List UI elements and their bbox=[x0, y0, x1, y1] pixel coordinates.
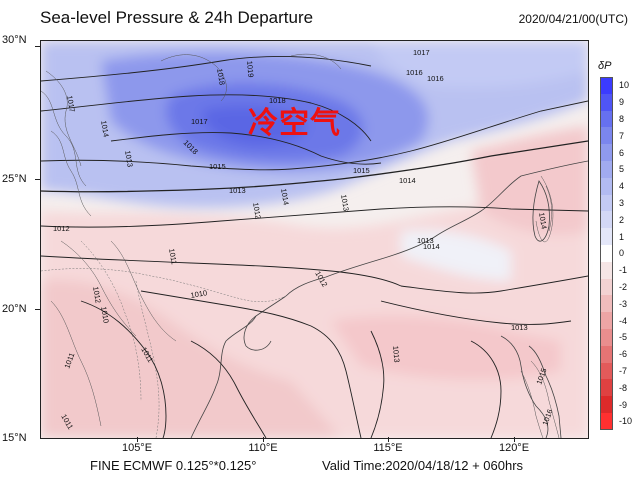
lon-tick bbox=[388, 437, 389, 442]
colorbar bbox=[600, 77, 613, 430]
cold-air-annotation: 冷空气 bbox=[248, 107, 341, 140]
isobar-label: 1016 bbox=[406, 68, 423, 77]
isobar-label: 1010 bbox=[99, 306, 111, 324]
analysis-datetime: 2020/04/21/00(UTC) bbox=[518, 12, 628, 26]
isobar-label: 1012 bbox=[251, 202, 263, 220]
isobar-label: 1013 bbox=[391, 345, 401, 362]
colorbar-label: -5 bbox=[619, 332, 628, 343]
isobar-label: 1017 bbox=[413, 48, 430, 57]
colorbar-swatch bbox=[600, 261, 613, 279]
colorbar-swatch bbox=[600, 144, 613, 161]
isobar-label: 1015 bbox=[209, 162, 226, 171]
colorbar-label: 9 bbox=[619, 97, 625, 108]
isobar-label: 1014 bbox=[99, 120, 111, 138]
isobar-label: 1014 bbox=[537, 212, 549, 230]
isobar-label: 1013 bbox=[123, 150, 135, 168]
model-info: FINE ECMWF 0.125°*0.125° bbox=[90, 458, 257, 473]
colorbar-swatch bbox=[600, 295, 613, 313]
colorbar-swatch bbox=[600, 211, 613, 229]
isobar-label: 1014 bbox=[399, 176, 416, 185]
land-borders bbox=[41, 240, 287, 438]
isobar-label: 1012 bbox=[91, 286, 103, 304]
positive-departure-shading bbox=[41, 126, 588, 438]
colorbar-label: -6 bbox=[619, 349, 628, 360]
colorbar-swatch bbox=[600, 362, 613, 380]
isobar-label: 1012 bbox=[53, 224, 70, 233]
colorbar-title: δP bbox=[598, 60, 612, 72]
colorbar-label: 4 bbox=[619, 181, 625, 192]
isobar-label: 1013 bbox=[229, 186, 246, 195]
isobar-label: 1018 bbox=[215, 68, 227, 86]
colorbar-label: 5 bbox=[619, 164, 625, 175]
lat-tick bbox=[35, 179, 40, 180]
colorbar-label: 1 bbox=[619, 231, 625, 242]
lon-tick bbox=[263, 437, 264, 442]
isobar-label: 1018 bbox=[269, 96, 286, 105]
colorbar-label: -10 bbox=[619, 416, 633, 427]
cold-air-shading bbox=[41, 41, 588, 208]
map-title: Sea-level Pressure & 24h Departure bbox=[40, 8, 314, 27]
colorbar-label: 8 bbox=[619, 114, 625, 124]
isobar-label: 1013 bbox=[417, 236, 434, 245]
lat-label-25n: 25°N bbox=[2, 173, 27, 185]
lon-label-110e: 110°E bbox=[248, 442, 278, 454]
colorbar-label: -1 bbox=[619, 265, 628, 276]
isobar-label: 1017 bbox=[191, 117, 208, 126]
lon-label-105e: 105°E bbox=[121, 442, 153, 454]
lat-label-20n: 20°N bbox=[2, 303, 27, 315]
valid-time: Valid Time:2020/04/18/12 + 060hrs bbox=[322, 458, 524, 473]
isobar-label: 1010 bbox=[190, 288, 208, 300]
isobar-label: 1017 bbox=[65, 95, 77, 113]
isobar-label: 1014 bbox=[423, 242, 440, 251]
lon-tick bbox=[137, 437, 138, 442]
colorbar-swatch bbox=[600, 312, 613, 329]
lon-tick bbox=[514, 437, 515, 442]
isobar-label: 1013 bbox=[511, 323, 528, 332]
colorbar-swatch bbox=[600, 110, 613, 128]
lon-label-115e: 115°E bbox=[373, 442, 403, 454]
colorbar-label: 0 bbox=[619, 248, 625, 259]
isobar-label: 1019 bbox=[245, 60, 255, 77]
colorbar-label: 2 bbox=[619, 214, 625, 225]
isobar-label: 1015 bbox=[353, 166, 370, 175]
colorbar-label: -7 bbox=[619, 366, 628, 376]
isobar-label: 1013 bbox=[339, 194, 351, 212]
colorbar-swatch bbox=[600, 278, 613, 296]
map-canvas: 1018 1019 1018 1017 1016 1017 1016 1017 … bbox=[41, 41, 588, 438]
colorbar-swatch bbox=[600, 127, 613, 145]
colorbar-swatch bbox=[600, 228, 613, 245]
colorbar-swatch bbox=[600, 244, 613, 262]
colorbar-label: -4 bbox=[619, 315, 628, 326]
colorbar-label: -2 bbox=[619, 282, 628, 292]
terrain-contours bbox=[41, 53, 560, 438]
colorbar-label: -9 bbox=[619, 399, 628, 410]
isobar-label: 1016 bbox=[427, 74, 444, 83]
colorbar-label: 3 bbox=[619, 198, 625, 208]
colorbar-label: 6 bbox=[619, 147, 625, 158]
colorbar-label: 10 bbox=[619, 80, 630, 91]
isobar-label: 1011 bbox=[167, 248, 179, 265]
colorbar-swatch bbox=[600, 160, 613, 178]
colorbar-swatch bbox=[600, 177, 613, 195]
lat-label-30n: 30°N bbox=[2, 34, 27, 46]
colorbar-swatch bbox=[600, 412, 613, 430]
isobar-labels: 1018 1019 1018 1017 1016 1017 1016 1017 … bbox=[53, 48, 555, 431]
colorbar-swatch bbox=[600, 396, 613, 413]
colorbar-swatch bbox=[600, 194, 613, 212]
colorbar-swatch bbox=[600, 328, 613, 346]
colorbar-swatch bbox=[600, 345, 613, 363]
colorbar-label: 7 bbox=[619, 130, 625, 141]
colorbar-swatch bbox=[600, 77, 613, 94]
isobars bbox=[41, 55, 588, 438]
colorbar-swatch bbox=[600, 93, 613, 111]
lat-tick bbox=[35, 309, 40, 310]
lon-label-120e: 120°E bbox=[498, 442, 530, 454]
isobar-label: 1014 bbox=[279, 188, 291, 206]
lat-tick bbox=[35, 46, 40, 47]
colorbar-label: -8 bbox=[619, 382, 628, 393]
colorbar-swatch bbox=[600, 379, 613, 397]
colorbar-label: -3 bbox=[619, 298, 628, 309]
pressure-map: 1018 1019 1018 1017 1016 1017 1016 1017 … bbox=[40, 40, 589, 439]
lat-label-15n: 15°N bbox=[2, 432, 27, 444]
